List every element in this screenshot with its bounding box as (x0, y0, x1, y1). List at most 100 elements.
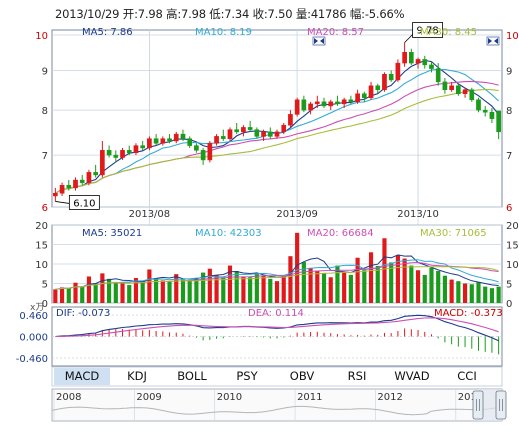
volume-bar (59, 287, 65, 303)
candle-body (422, 59, 428, 66)
candle-body (375, 85, 381, 90)
candle-body (456, 85, 461, 94)
candle-body (281, 124, 287, 133)
volume-bar (113, 281, 118, 303)
volume-bar (120, 283, 125, 303)
candle-body (489, 111, 495, 119)
volume-bar (295, 232, 300, 303)
volume-bar (281, 276, 286, 303)
candle-body (126, 150, 132, 153)
volume-bar (402, 258, 407, 303)
dif-line (55, 314, 499, 342)
tab-wvad[interactable]: WVAD (394, 369, 430, 383)
volume-tick-right: 20 (506, 221, 519, 232)
volume-tick-left: 20 (35, 221, 48, 232)
price-ma-legend: MA20: 8.57 (307, 27, 364, 38)
macd-legend: MACD: -0.373 (434, 308, 503, 319)
candle-body (469, 89, 475, 101)
candle-body (214, 136, 219, 144)
low-pointer-line (55, 201, 70, 204)
macd-tick: 0.460 (19, 311, 48, 322)
volume-tick-right: 15 (506, 241, 519, 252)
navigator-year-label: 2012 (377, 392, 402, 403)
tab-rsi[interactable]: RSI (347, 369, 367, 383)
tab-boll[interactable]: BOLL (177, 369, 207, 383)
tab-kdj[interactable]: KDJ (127, 369, 147, 383)
candle-body (382, 73, 387, 90)
candle-body (220, 136, 226, 139)
volume-bar (436, 271, 441, 303)
candle-body (234, 129, 240, 133)
price-ma-legend: MA10: 8.19 (195, 27, 252, 38)
volume-bar (389, 262, 394, 303)
candle-body (167, 138, 172, 142)
volume-bar (154, 278, 159, 303)
volume-bar (288, 256, 293, 303)
tab-macd[interactable]: MACD (54, 368, 110, 385)
volume-bar (248, 277, 253, 303)
volume-bar (227, 265, 233, 303)
volume-bar (174, 274, 179, 303)
macd-tick: -0.460 (16, 354, 48, 365)
volume-bar (147, 269, 152, 303)
header-open: 7.98 (137, 7, 163, 21)
candle-body (355, 93, 360, 103)
range-handle-right (495, 390, 507, 420)
volume-bar (368, 252, 374, 303)
volume-bar (462, 283, 468, 303)
tab-cci[interactable]: CCI (457, 369, 477, 383)
grip-handle-icon (495, 390, 507, 420)
candle-body (335, 101, 340, 105)
volume-bar (93, 283, 98, 303)
candle-body (429, 64, 434, 69)
volume-ma-legend: MA10: 42303 (195, 228, 262, 239)
volume-bar (207, 268, 212, 303)
price-tick-right: 9 (506, 66, 512, 77)
candle-body (147, 138, 152, 149)
ohlc-header: 2013/10/29 开:7.98 高:7.98 低:7.34 收:7.50 量… (55, 6, 405, 22)
header-volume-label: 量: (295, 7, 311, 21)
volume-bar (274, 281, 280, 303)
candle-body (140, 145, 146, 149)
volume-bar (140, 281, 145, 303)
volume-bar (315, 271, 320, 303)
volume-tick-right: 5 (506, 280, 512, 291)
zoom-toggle-arrows (314, 38, 324, 44)
header-date: 2013/10/29 (55, 7, 120, 21)
candle-body (227, 129, 233, 139)
candle-body (435, 68, 441, 83)
tab-obv[interactable]: OBV (289, 369, 315, 383)
candle-body (120, 150, 125, 158)
zoom-toggle-frame (486, 36, 500, 46)
candle-body (388, 73, 394, 81)
volume-ma-legend: MA20: 66684 (307, 228, 374, 239)
price-tick-left: 10 (35, 31, 48, 42)
candle-body (73, 179, 78, 189)
volume-bar (261, 275, 266, 303)
candle-body (348, 99, 354, 103)
tab-psy[interactable]: PSY (236, 369, 258, 383)
price-tick-right: 6 (506, 203, 512, 214)
candle-body (133, 145, 139, 153)
header-high: 7.98 (181, 7, 206, 21)
candle-body (160, 138, 166, 144)
volume-ma10-line (55, 259, 499, 290)
grip-handle-icon (472, 390, 484, 420)
range-handle-left (472, 390, 484, 420)
candle-body (153, 138, 159, 144)
volume-bar (395, 255, 400, 303)
price-tick-left: 8 (42, 106, 48, 117)
navigator-year-label: 2011 (297, 392, 322, 403)
dif-legend: DIF: -0.073 (56, 308, 110, 319)
header-low: 7.34 (224, 7, 250, 21)
candle-body (207, 143, 213, 161)
header-low-label: 低: (209, 7, 225, 21)
volume-bar (221, 277, 226, 303)
price-panel-frame (51, 29, 503, 208)
candle-body (321, 101, 327, 107)
header-close: 7.50 (267, 7, 293, 21)
volume-bar (483, 286, 488, 303)
range-navigator (51, 388, 503, 422)
volume-bar (53, 289, 58, 303)
